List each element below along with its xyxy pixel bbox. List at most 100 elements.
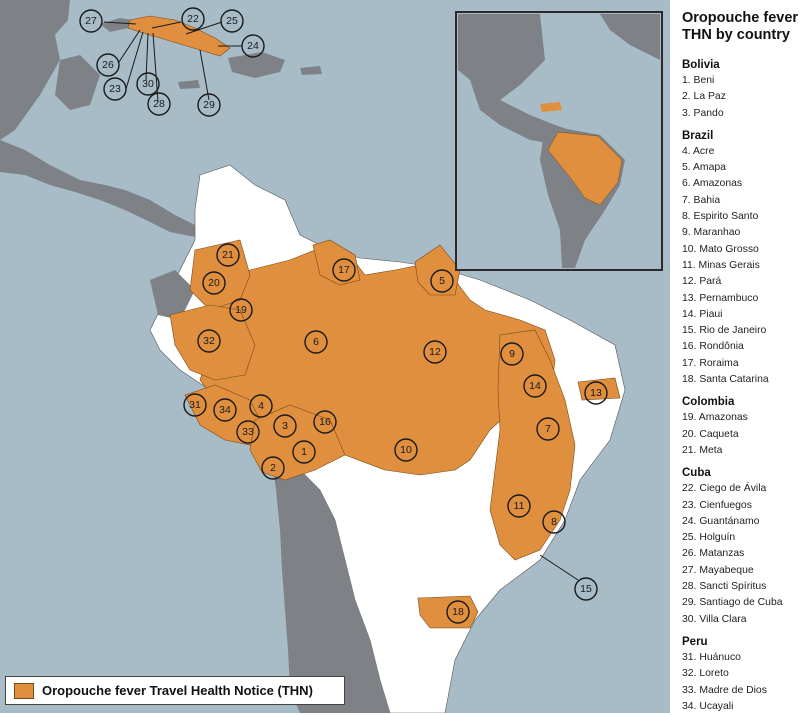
region-marker: 34: [213, 398, 237, 422]
region-marker: 24: [241, 34, 265, 58]
svg-text:32: 32: [203, 335, 215, 347]
svg-text:3: 3: [282, 420, 288, 432]
country-name: Cuba: [682, 467, 711, 480]
region-marker: 10: [394, 438, 418, 462]
region-marker: 29: [197, 93, 221, 117]
region-list-panel: Oropouche fever THN by country Bolivia 1.…: [670, 0, 800, 713]
country-list: Bolivia 1. Beni 2. La Paz 3. Pando Brazil 4. …: [682, 58, 800, 715]
region-item: 3. Pando: [682, 107, 724, 119]
region-marker: 11: [507, 494, 531, 518]
inset-world-map: [455, 11, 663, 271]
svg-text:6: 6: [313, 336, 319, 348]
svg-text:5: 5: [439, 275, 445, 287]
region-item: 17. Roraima: [682, 357, 739, 369]
country-name: Bolivia: [682, 59, 720, 71]
chile-land: [270, 440, 390, 713]
svg-text:10: 10: [400, 444, 412, 456]
region-marker: 3: [273, 414, 297, 438]
svg-text:11: 11: [514, 500, 525, 512]
region-marker: 14: [523, 374, 547, 398]
region-item: 5. Amapa: [682, 162, 726, 174]
cuba-thn-provinces: [127, 15, 231, 57]
amapa-thn: [414, 244, 461, 296]
region-marker: 22: [181, 7, 205, 31]
svg-text:12: 12: [429, 346, 441, 358]
region-item: 30. Villa Clara: [682, 613, 747, 625]
region-item: 6. Amazonas: [682, 178, 743, 190]
svg-text:26: 26: [102, 59, 114, 71]
svg-text:13: 13: [590, 387, 602, 399]
legend-swatch: [14, 682, 34, 699]
region-marker: 20: [202, 271, 226, 295]
region-marker: 33: [236, 420, 260, 444]
svg-text:14: 14: [529, 380, 541, 392]
region-item: 27. Mayabeque: [682, 564, 754, 576]
region-marker: 23: [103, 77, 127, 101]
region-marker: 28: [147, 92, 171, 116]
svg-text:25: 25: [226, 15, 238, 27]
region-marker: 15: [574, 577, 598, 601]
region-item: 9. Maranhao: [682, 227, 741, 239]
svg-text:1: 1: [301, 446, 307, 458]
region-item: 13. Pernambuco: [682, 292, 759, 304]
puerto-rico-land: [300, 66, 322, 75]
region-item: 12. Pará: [682, 276, 722, 288]
yucatan-land: [55, 55, 100, 110]
country-group: Colombia 19. Amazonas 20. Caqueta 21. Meta: [682, 395, 800, 459]
pernambuco-thn: [577, 377, 621, 401]
svg-text:2: 2: [270, 462, 276, 474]
svg-text:21: 21: [222, 249, 234, 261]
svg-text:33: 33: [242, 426, 254, 438]
country-name: Brazil: [682, 129, 714, 142]
peru-loreto-thn: [169, 304, 256, 381]
country-group: Peru 31. Huánuco 32. Loreto 33. Madre de Di…: [682, 635, 800, 715]
colombia-thn: [189, 239, 251, 311]
brazil-east-thn: [489, 329, 576, 561]
region-marker: 30: [136, 72, 160, 96]
region-item: 24. Guantánamo: [682, 515, 760, 527]
region-marker: 2: [261, 456, 285, 480]
svg-text:4: 4: [258, 400, 264, 412]
region-marker: 17: [332, 258, 356, 282]
region-marker: 7: [536, 417, 560, 441]
region-item: 29. Santiago de Cuba: [682, 597, 783, 609]
map-legend: Oropouche fever Travel Health Notice (TH…: [5, 676, 345, 705]
region-item: 33. Madre de Dios: [682, 684, 767, 696]
region-item: 16. Rondônia: [682, 341, 744, 353]
svg-text:15: 15: [580, 583, 592, 595]
svg-text:20: 20: [208, 277, 220, 289]
svg-text:7: 7: [545, 423, 551, 435]
region-marker: 12: [423, 340, 447, 364]
region-marker: 18: [446, 600, 470, 624]
region-marker: 1: [292, 440, 316, 464]
panel-title: Oropouche fever THN by country: [682, 10, 799, 43]
svg-text:30: 30: [142, 78, 154, 90]
region-item: 18. Santa Catarina: [682, 374, 769, 386]
region-item: 8. Espirito Santo: [682, 211, 759, 223]
western-gray-land: [150, 270, 195, 320]
country-group: Bolivia 1. Beni 2. La Paz 3. Pando: [682, 58, 800, 122]
north-america-land: [0, 0, 70, 140]
region-item: 1. Beni: [682, 75, 715, 86]
region-item: 25. Holguín: [682, 532, 736, 544]
region-item: 19. Amazonas: [682, 412, 748, 424]
santa-catarina-thn: [417, 595, 479, 629]
region-item: 34. Ucayali: [682, 700, 734, 712]
central-america-land: [0, 140, 205, 238]
hispaniola-land: [228, 52, 285, 78]
region-markers: 1 2 3 4 5 6 7 8 9 10 11 12 13 14 15 16 1…: [79, 7, 608, 624]
svg-text:27: 27: [85, 15, 97, 27]
region-item: 32. Loreto: [682, 668, 729, 680]
legend-label: Oropouche fever Travel Health Notice (TH…: [42, 683, 313, 698]
region-item: 22. Ciego de Ávila: [682, 483, 767, 495]
country-name: Peru: [682, 635, 708, 648]
region-item: 31. Huánuco: [682, 651, 741, 663]
region-marker: 9: [500, 342, 524, 366]
svg-text:22: 22: [187, 13, 199, 25]
region-marker: 13: [584, 381, 608, 405]
region-marker: 4: [249, 394, 273, 418]
jamaica-land: [178, 80, 200, 89]
region-item: 23. Cienfuegos: [682, 499, 752, 511]
map-canvas: 1 2 3 4 5 6 7 8 9 10 11 12 13 14 15 16 1…: [0, 0, 670, 713]
